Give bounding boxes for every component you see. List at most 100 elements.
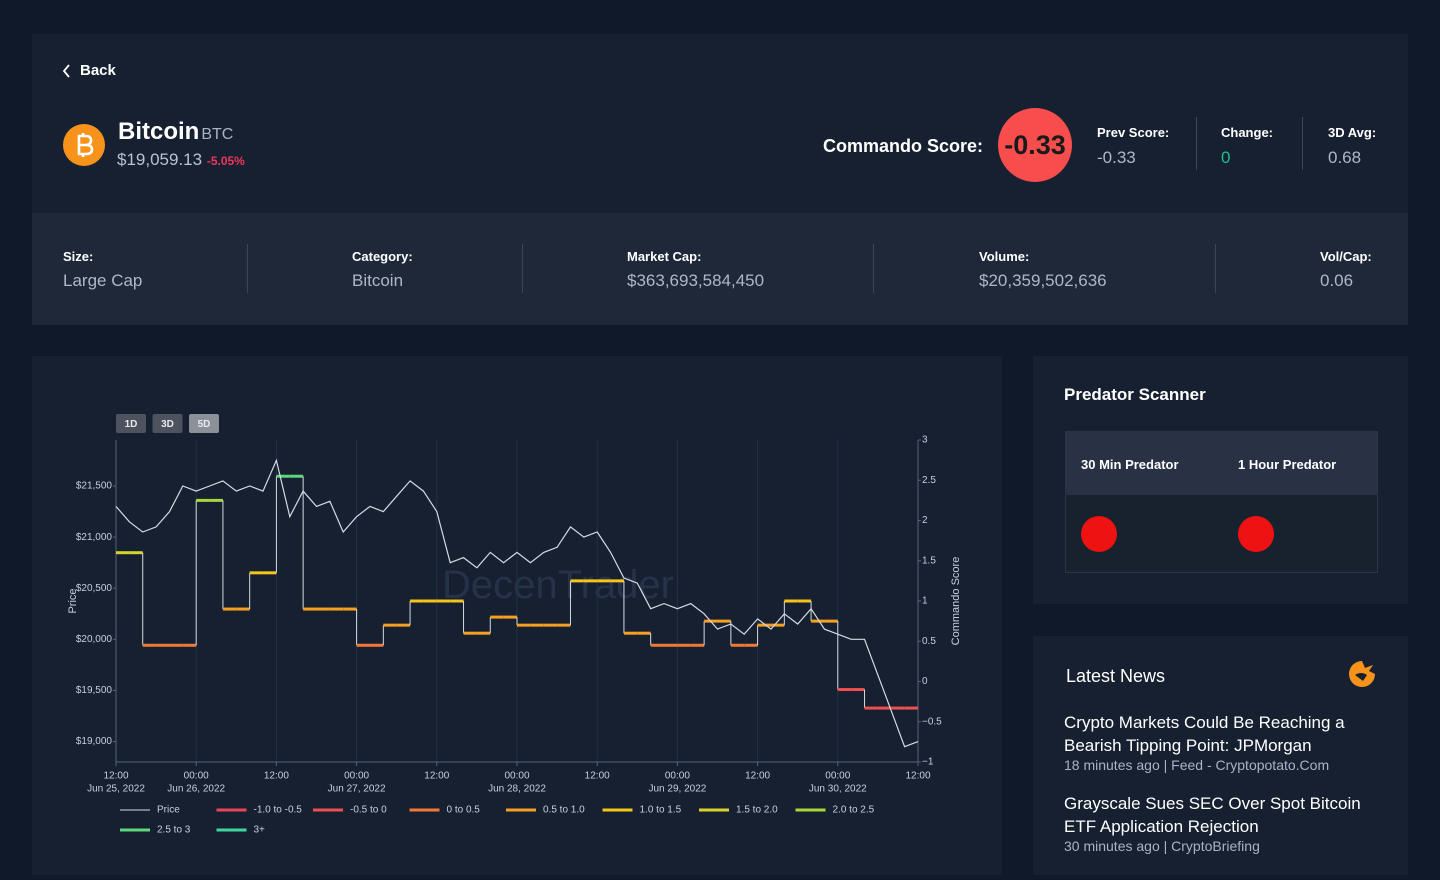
stat-value: $20,359,502,636 <box>979 271 1107 290</box>
x-tick-label: 12:00 <box>424 770 449 781</box>
watermark: DecenTrader <box>442 563 674 607</box>
coin-card <box>32 34 1408 325</box>
x-tick-label: 12:00 <box>264 770 289 781</box>
predator-card: Predator Scanner 30 Min Predator 1 Hour … <box>1033 356 1408 604</box>
stat-value: 0.06 <box>1320 271 1354 290</box>
legend-label: 2.5 to 3 <box>157 825 191 836</box>
news-card: Latest News Crypto Markets Could Be Reac… <box>1033 636 1408 875</box>
x-tick-label: 12:00 <box>745 770 770 781</box>
divider <box>522 244 523 293</box>
y2-tick-label: 0.5 <box>922 636 936 647</box>
x-tick-label: Jun 25, 2022 <box>87 783 145 794</box>
coin-name-text: Bitcoin <box>118 118 200 145</box>
predator-header <box>1066 432 1377 495</box>
y-tick-label: $21,000 <box>76 532 113 543</box>
x-tick-label: Jun 28, 2022 <box>488 783 546 794</box>
y2-tick-label: 1 <box>922 596 928 607</box>
stat-value: $363,693,584,450 <box>627 271 765 290</box>
y2-axis-title: Commando Score <box>950 557 962 646</box>
y2-tick-label: 2.5 <box>922 475 936 486</box>
news-meta: 18 minutes ago | Feed - Cryptopotato.Com <box>1064 757 1330 773</box>
x-tick-label: 12:00 <box>905 770 930 781</box>
coin-name: Bitcoin BTC <box>118 118 233 146</box>
stat-value: Large Cap <box>63 271 143 290</box>
y2-tick-label: 1.5 <box>922 555 936 566</box>
y-tick-label: $21,500 <box>76 481 113 492</box>
y2-tick-label: 2 <box>922 515 928 526</box>
status-dot <box>1238 516 1274 552</box>
stat-label: Volume: <box>979 249 1030 264</box>
metric-label: Change: <box>1221 125 1273 140</box>
stat-value: Bitcoin <box>352 271 404 290</box>
status-dot <box>1081 516 1117 552</box>
predator-column: 30 Min Predator <box>1081 457 1179 472</box>
price-change: -5.05% <box>206 154 245 168</box>
coin-icon <box>63 124 105 166</box>
stat-label: Size: <box>63 249 94 264</box>
news-headline[interactable]: Grayscale Sues SEC Over Spot Bitcoin ETF… <box>1064 794 1361 836</box>
y-tick-label: $20,500 <box>76 583 113 594</box>
x-tick-label: 00:00 <box>504 770 529 781</box>
legend-label: -1.0 to -0.5 <box>254 805 303 816</box>
metric-value: 0.68 <box>1328 148 1362 167</box>
news-title: Latest News <box>1066 666 1166 686</box>
y-tick-label: $20,000 <box>76 634 113 645</box>
metric-value: -0.33 <box>1097 148 1136 167</box>
metric-value: 0 <box>1221 148 1231 167</box>
news-icon <box>1349 661 1375 687</box>
x-tick-label: 12:00 <box>103 770 128 781</box>
price-line <box>115 458 919 748</box>
x-tick-label: 12:00 <box>585 770 610 781</box>
legend-label: Price <box>157 805 180 816</box>
y-axis-title: Price <box>67 588 79 613</box>
y2-tick-label: 0 <box>922 676 928 687</box>
divider <box>1215 244 1216 293</box>
x-tick-label: 00:00 <box>665 770 690 781</box>
range-button[interactable] <box>189 414 219 433</box>
coin-symbol: BTC <box>201 126 234 143</box>
legend-label: -0.5 to 0 <box>350 805 387 816</box>
divider <box>1196 117 1197 170</box>
news-headline[interactable]: Crypto Markets Could Be Reaching a Beari… <box>1064 713 1345 755</box>
range-button-label: 5D <box>198 419 211 430</box>
range-button[interactable] <box>152 414 183 433</box>
x-tick-label: 00:00 <box>344 770 369 781</box>
range-button[interactable] <box>116 414 146 433</box>
x-tick-label: Jun 26, 2022 <box>167 783 225 794</box>
score-label: Commando Score: <box>822 136 983 156</box>
metric-label: Prev Score: <box>1097 125 1170 140</box>
metric-label: 3D Avg: <box>1328 125 1377 140</box>
chart: 1D 3D 5D DecenTrader 12:00 Jun 25, 2022 00:00 J… <box>67 414 962 836</box>
x-tick-label: 00:00 <box>184 770 209 781</box>
predator-title: Predator Scanner <box>1064 385 1206 404</box>
range-button-label: 1D <box>125 419 138 430</box>
legend-label: 0.5 to 1.0 <box>543 805 585 816</box>
predator-column: 1 Hour Predator <box>1238 457 1337 472</box>
back-icon[interactable] <box>60 62 72 80</box>
back-link[interactable]: Back <box>80 62 116 79</box>
stat-label: Vol/Cap: <box>1320 249 1372 264</box>
legend-label: 2.0 to 2.5 <box>833 805 875 816</box>
x-tick-label: Jun 30, 2022 <box>809 783 867 794</box>
y-tick-label: $19,500 <box>76 685 113 696</box>
x-tick-label: Jun 27, 2022 <box>328 783 386 794</box>
score-badge: -0.33 <box>998 108 1072 182</box>
legend-label: 3+ <box>254 825 266 836</box>
news-meta: 30 minutes ago | CryptoBriefing <box>1064 838 1260 854</box>
y-tick-label: $19,000 <box>76 736 113 747</box>
divider <box>247 244 248 293</box>
stat-label: Category: <box>352 249 413 264</box>
divider <box>1302 117 1303 170</box>
range-button-label: 3D <box>161 419 174 430</box>
legend-label: 1.0 to 1.5 <box>640 805 682 816</box>
y2-tick-label: −1 <box>922 757 934 768</box>
stats-bar <box>32 213 1408 325</box>
y2-tick-label: 3 <box>922 435 928 446</box>
price: $19,059.13 <box>117 150 203 169</box>
legend-label: 0 to 0.5 <box>447 805 481 816</box>
stat-label: Market Cap: <box>627 249 702 264</box>
legend-label: 1.5 to 2.0 <box>736 805 778 816</box>
x-tick-label: Jun 29, 2022 <box>648 783 706 794</box>
x-tick-label: 00:00 <box>825 770 850 781</box>
